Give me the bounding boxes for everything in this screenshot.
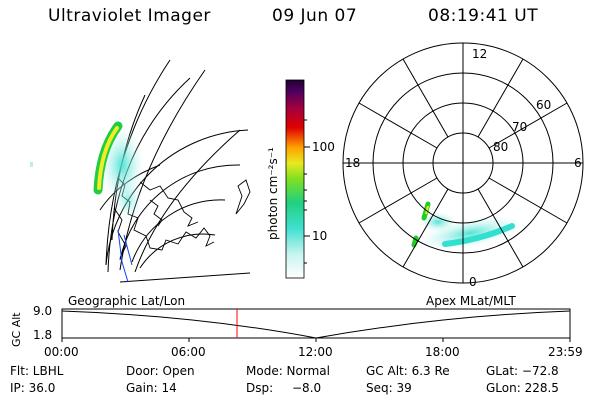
altitude-xtick: 18:00 xyxy=(425,345,460,359)
altitude-right-caption: Apex MLat/MLT xyxy=(426,294,516,308)
polar-spoke xyxy=(477,188,524,268)
polar-aurora-band xyxy=(442,223,515,247)
polar-spoke xyxy=(358,102,438,149)
geographic-map xyxy=(30,59,251,283)
date-label: 09 Jun 07 xyxy=(272,6,358,26)
map-blue-line xyxy=(123,234,133,266)
altitude-xtick: 06:00 xyxy=(171,345,206,359)
map-meridian xyxy=(134,129,241,273)
info-glat: GLat: −72.8 xyxy=(486,364,559,378)
altitude-left-caption: Geographic Lat/Lon xyxy=(68,294,186,308)
polar-spoke xyxy=(358,177,438,224)
polar-lat-label: 60 xyxy=(536,98,552,112)
colorbar xyxy=(285,79,310,279)
altitude-ytick: 1.8 xyxy=(33,328,53,342)
info-dsp-label: Dsp: xyxy=(246,381,274,395)
colorbar-unit-label: photon cm⁻²s⁻¹ xyxy=(266,147,280,240)
colorbar-tick-label: 10 xyxy=(312,229,328,243)
time-label: 08:19:41 UT xyxy=(428,6,539,26)
map-speck xyxy=(30,162,33,167)
altitude-plot xyxy=(61,308,571,342)
polar-spoke xyxy=(402,188,449,268)
map-aurora-glow xyxy=(114,180,142,220)
info-glon: GLon: 228.5 xyxy=(486,381,559,395)
info-gain: Gain: 14 xyxy=(126,381,177,395)
polar-lat-label: 80 xyxy=(493,140,509,154)
coastline xyxy=(149,199,163,227)
altitude-xtick: 23:59 xyxy=(548,345,583,359)
info-dsp-value: −8.0 xyxy=(292,381,322,395)
info-door: Door: Open xyxy=(126,364,195,378)
map-aurora-arc xyxy=(97,126,119,190)
coastline xyxy=(235,179,251,215)
info-filter: Flt: LBHL xyxy=(10,364,64,378)
polar-mlt-label-bottom: 0 xyxy=(469,275,477,289)
polar-mlt-label-right: 6 xyxy=(574,156,582,170)
colorbar-gradient xyxy=(285,79,305,279)
info-ip: IP: 36.0 xyxy=(10,381,56,395)
polar-spoke xyxy=(488,177,568,224)
polar-spoke xyxy=(488,102,568,149)
altitude-ytick: 9.0 xyxy=(33,304,53,318)
earth-bottom-edge xyxy=(119,272,251,283)
polar-spoke xyxy=(477,58,524,138)
altitude-xtick: 12:00 xyxy=(298,345,333,359)
coastline xyxy=(139,181,199,227)
info-seq: Seq: 39 xyxy=(366,381,412,395)
altitude-ylabel: GC Alt xyxy=(10,312,23,347)
polar-plot xyxy=(342,42,584,284)
polar-aurora-glow xyxy=(420,212,456,232)
map-lat-arc xyxy=(131,199,226,263)
instrument-title: Ultraviolet Imager xyxy=(48,6,211,26)
polar-aurora-yellow xyxy=(425,205,429,215)
polar-lat-label: 70 xyxy=(512,120,528,134)
info-gc-alt: GC Alt: 6.3 Re xyxy=(366,364,450,378)
polar-mlt-label-top: 12 xyxy=(472,47,488,61)
map-blue-line xyxy=(117,229,129,283)
altitude-plot-frame xyxy=(61,308,571,339)
map-lat-arc xyxy=(139,233,216,269)
colorbar-tick-label: 100 xyxy=(312,140,335,154)
altitude-curve xyxy=(61,310,571,339)
map-lat-arc xyxy=(105,129,249,266)
polar-mlt-label-left: 18 xyxy=(345,156,361,170)
info-mode: Mode: Normal xyxy=(246,364,330,378)
polar-spoke xyxy=(402,58,449,138)
altitude-xtick: 00:00 xyxy=(44,345,79,359)
